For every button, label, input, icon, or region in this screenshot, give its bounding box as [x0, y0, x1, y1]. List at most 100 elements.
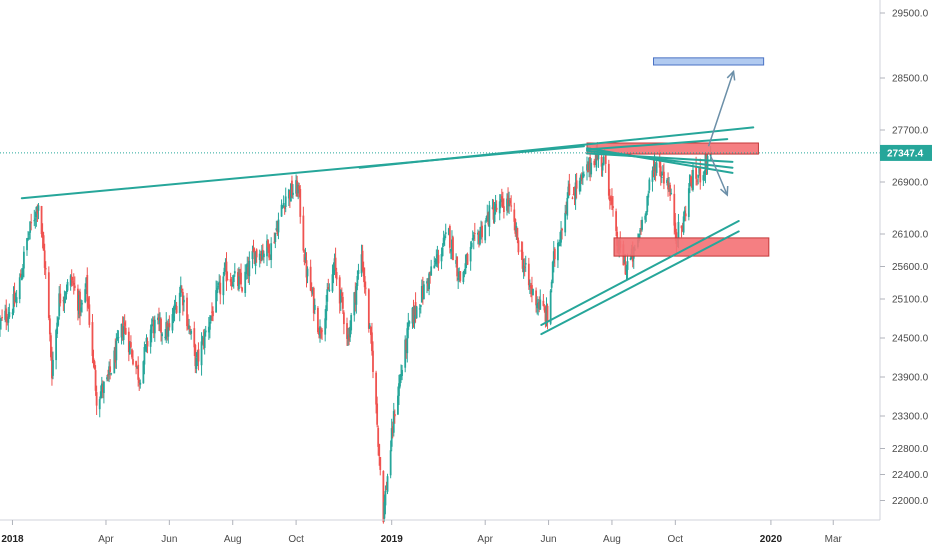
candle — [224, 258, 227, 272]
candle — [414, 292, 417, 323]
trend-line[interactable] — [586, 152, 734, 163]
candle-body — [455, 260, 458, 264]
price-axis[interactable]: 22000.0 22400.0 22800.0 23300.0 23900.0 24500… — [880, 9, 929, 508]
candle — [181, 288, 184, 316]
candle-body — [661, 173, 664, 176]
candle-body — [318, 331, 320, 335]
trend-line[interactable] — [358, 126, 755, 169]
trend-line[interactable] — [586, 138, 729, 151]
candle — [455, 253, 458, 268]
candle — [73, 276, 76, 291]
candle-body — [115, 340, 118, 361]
candle-body — [368, 325, 371, 329]
candle-body — [582, 174, 585, 177]
candle — [404, 335, 407, 373]
candle-body — [56, 322, 59, 334]
trend-line[interactable] — [586, 149, 734, 169]
zone-rectangle[interactable] — [653, 57, 765, 66]
arrow-drawing[interactable] — [707, 69, 736, 147]
candle — [145, 334, 148, 353]
candle — [477, 229, 479, 245]
candle-body — [457, 277, 460, 280]
candle — [340, 287, 343, 303]
candle — [527, 257, 530, 290]
candle-body — [428, 273, 430, 290]
candle — [561, 227, 563, 240]
candle — [168, 315, 171, 331]
time-axis[interactable]: 2018 Apr Jun Aug Oct 2019 Apr Jun Aug Oct 2020 Mar — [1, 520, 843, 545]
candle-body — [341, 296, 344, 309]
candle — [377, 425, 380, 456]
arrow-head — [726, 69, 736, 81]
candle — [159, 312, 161, 332]
candle — [443, 234, 446, 247]
candle — [291, 175, 293, 199]
candle-body — [40, 206, 43, 235]
candle-body — [240, 272, 242, 285]
candle — [702, 171, 705, 187]
candle — [33, 209, 36, 227]
candle-body — [50, 335, 52, 358]
candle — [347, 327, 349, 346]
candle-body — [626, 261, 629, 270]
candle — [246, 256, 249, 280]
candle-body — [325, 305, 328, 321]
candle — [418, 304, 421, 318]
candle-body — [477, 232, 479, 235]
candle-body — [175, 305, 178, 313]
candle — [607, 159, 610, 200]
candle-body — [174, 305, 177, 309]
candle — [251, 245, 254, 269]
candle — [463, 269, 466, 278]
candle-body — [238, 276, 240, 290]
candle-body — [63, 296, 66, 303]
candle-body — [441, 247, 444, 257]
candle — [473, 222, 476, 241]
trend-line[interactable] — [540, 220, 740, 326]
candle-body — [297, 184, 300, 194]
candle-body — [644, 215, 647, 220]
candle-body — [241, 287, 243, 292]
candle-body — [171, 314, 174, 331]
candle — [266, 234, 268, 267]
candle — [363, 267, 366, 294]
candle-body — [546, 305, 549, 321]
candle — [121, 316, 124, 341]
candle-body — [557, 242, 559, 261]
candle-body — [27, 238, 29, 240]
candle — [200, 332, 203, 376]
candle — [447, 227, 450, 236]
candle — [520, 241, 523, 260]
candle — [190, 328, 193, 340]
candle-body — [261, 249, 264, 256]
trend-line[interactable] — [540, 230, 740, 336]
candle — [360, 244, 363, 277]
candle — [331, 264, 334, 293]
candle — [6, 313, 9, 326]
candle — [586, 156, 588, 181]
candle-body — [44, 267, 47, 270]
arrow-drawing[interactable] — [709, 155, 729, 197]
candle — [601, 162, 604, 177]
candle-body — [419, 304, 422, 308]
candle — [292, 184, 294, 200]
candle — [502, 198, 505, 219]
candle — [434, 258, 437, 267]
candle-body — [550, 281, 553, 288]
candle-body — [488, 205, 491, 227]
candle-body — [670, 193, 673, 195]
candle — [302, 206, 305, 253]
candle — [65, 284, 68, 300]
candle-body — [543, 306, 546, 311]
trend-line[interactable] — [586, 147, 734, 174]
candle — [88, 296, 91, 328]
candle — [367, 288, 370, 333]
candle-body — [494, 203, 497, 211]
candle-body — [440, 253, 443, 262]
candle — [57, 316, 60, 327]
candle-body — [514, 218, 517, 234]
candle — [706, 152, 709, 175]
candle — [309, 259, 312, 291]
candle-body — [515, 226, 518, 233]
